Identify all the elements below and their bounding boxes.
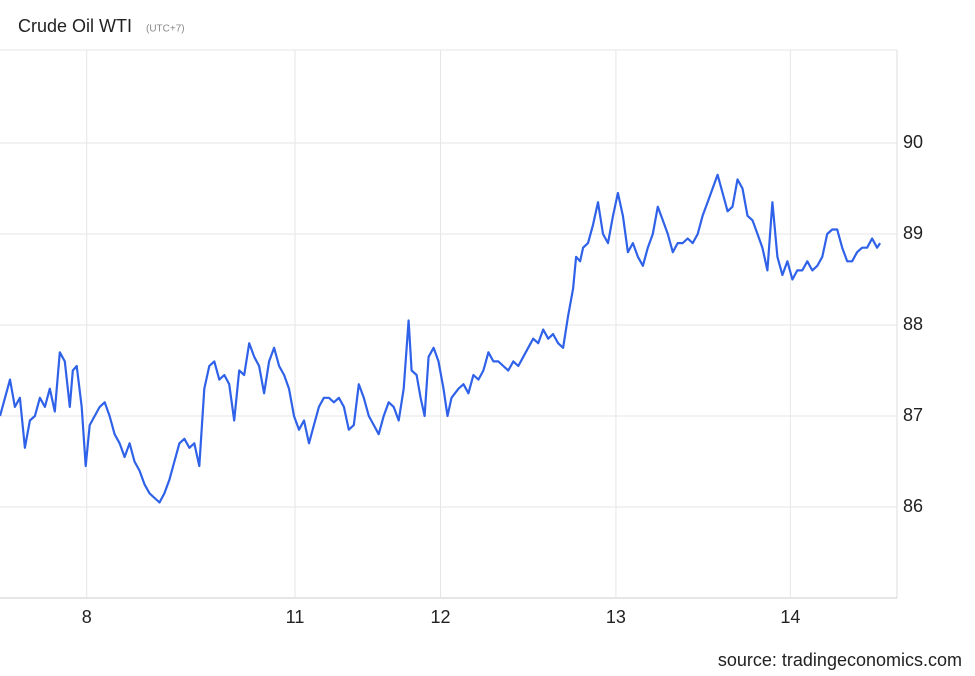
x-tick-label: 13: [606, 607, 626, 627]
chart-title: Crude Oil WTI: [18, 16, 132, 36]
x-tick-label: 11: [286, 607, 305, 627]
y-tick-label: 90: [903, 132, 923, 152]
y-tick-label: 89: [903, 223, 923, 243]
x-tick-label: 12: [431, 607, 451, 627]
y-tick-label: 87: [903, 405, 923, 425]
line-series: [0, 173, 882, 504]
y-tick-label: 88: [903, 314, 923, 334]
y-tick-label: 86: [903, 496, 923, 516]
x-tick-label: 8: [82, 607, 92, 627]
chart-subtitle: (UTC+7): [146, 24, 185, 35]
source: source: tradingeconomics.com: [718, 650, 962, 670]
x-tick-label: 14: [780, 607, 800, 627]
